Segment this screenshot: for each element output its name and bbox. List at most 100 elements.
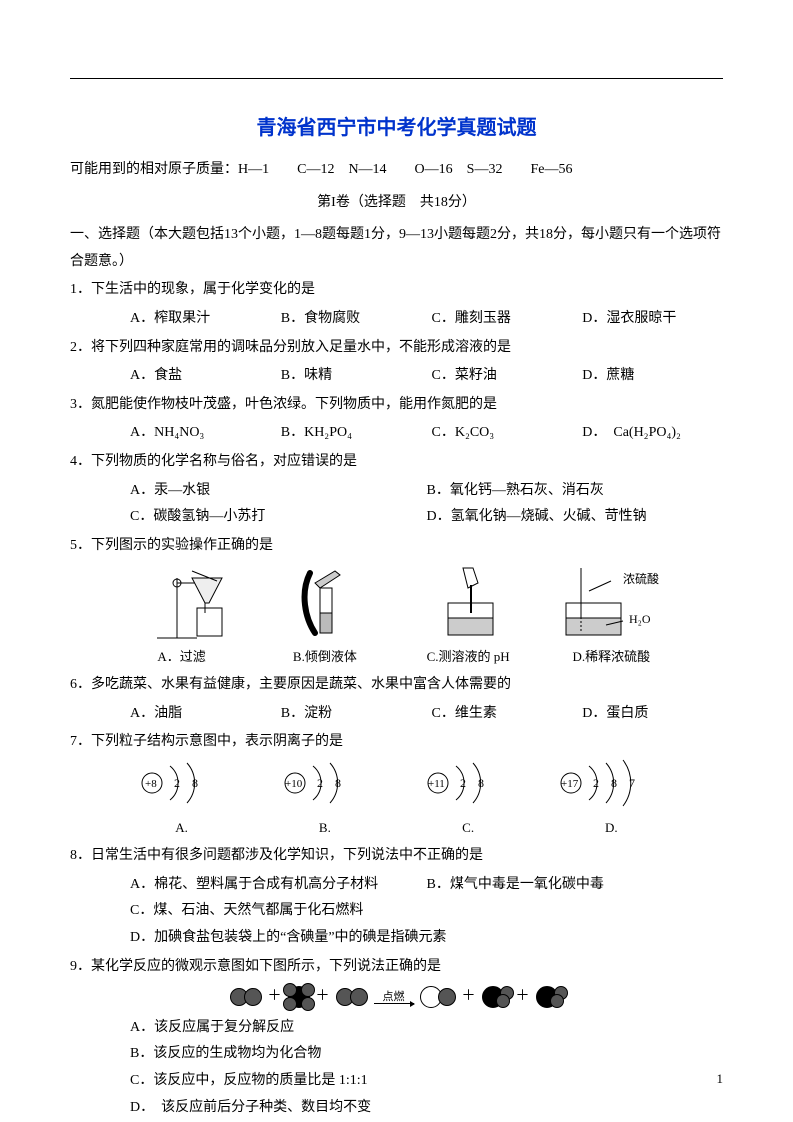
- q8-options-row1: A．棉花、塑料属于合成有机高分子材料 B．煤气中毒是一氧化碳中毒: [130, 872, 723, 899]
- q3-opt-b: B．KH₂PO₄: [281, 420, 422, 447]
- q8-stem: 8．日常生活中有很多问题都涉及化学知识，下列说法中不正确的是: [70, 843, 723, 870]
- q3-opt-c: C．K₂CO₃: [432, 420, 573, 447]
- filter-icon: [137, 563, 227, 643]
- svg-text:8: 8: [611, 776, 617, 790]
- molecule-icon: [230, 988, 262, 1006]
- molecule-icon: [420, 986, 456, 1008]
- svg-text:8: 8: [192, 776, 198, 790]
- acid-label-icon: 浓硫酸: [623, 571, 659, 586]
- q2-stem: 2．将下列四种家庭常用的调味品分别放入足量水中，不能形成溶液的是: [70, 335, 723, 362]
- molecule-icon: [288, 986, 310, 1008]
- q6-opt-b: B．淀粉: [281, 701, 422, 728]
- q2-opt-a: A．食盐: [130, 363, 271, 390]
- svg-text:+10: +10: [285, 778, 303, 790]
- svg-text:8: 8: [478, 776, 484, 790]
- page-number: 1: [717, 1067, 724, 1092]
- q5-fig-b: B.倾倒液体: [253, 563, 396, 670]
- q7-atom-c: +11 2 8 C.: [397, 758, 540, 841]
- q4-stem: 4．下列物质的化学名称与俗名，对应错误的是: [70, 449, 723, 476]
- q8-opt-d: D．加碘食盐包装袋上的“含碘量”中的碘是指碘元素: [130, 925, 723, 952]
- q1-opt-c: C．雕刻玉器: [432, 306, 573, 333]
- q9-opt-a: A．该反应属于复分解反应: [130, 1015, 723, 1042]
- q8-opt-a: A．棉花、塑料属于合成有机高分子材料: [130, 872, 427, 899]
- svg-text:2: 2: [460, 776, 466, 790]
- q5-fig-a: A．过滤: [110, 563, 253, 670]
- dilute-acid-icon: 浓硫酸 H₂O: [551, 563, 671, 643]
- q9-opt-c: C．该反应中，反应物的质量比是 1:1:1: [130, 1068, 723, 1095]
- svg-text:+11: +11: [428, 778, 445, 790]
- reaction-arrow-icon: 点燃: [374, 991, 414, 1004]
- q7-atom-d: +17 2 8 7 D.: [540, 758, 683, 841]
- svg-text:+17: +17: [561, 778, 579, 790]
- top-rule: [70, 78, 723, 79]
- molecule-icon: [336, 988, 368, 1006]
- plus-icon: ＋: [462, 984, 476, 1011]
- q5-label-a: A．过滤: [110, 645, 253, 670]
- q3-options: A．NH₄NO₃ B．KH₂PO₄ C．K₂CO₃ D． Ca(H₂PO₄)₂: [130, 420, 723, 447]
- plus-icon: ＋: [268, 984, 282, 1011]
- q4-opt-c: C．碳酸氢钠—小苏打: [130, 504, 427, 531]
- q8-opt-c: C．煤、石油、天然气都属于化石燃料: [130, 898, 723, 925]
- atom-diagram-icon: +10 2 8: [275, 758, 375, 808]
- q5-figures: A．过滤 B.倾倒液体 C.测溶液的 pH: [110, 563, 683, 670]
- q4-opt-b: B．氧化钙—熟石灰、消石灰: [427, 478, 724, 505]
- q9-opt-b: B．该反应的生成物均为化合物: [130, 1041, 723, 1068]
- q7-label-c: C.: [397, 816, 540, 841]
- q2-opt-c: C．菜籽油: [432, 363, 573, 390]
- water-label-icon: H₂O: [629, 612, 651, 626]
- q1-stem: 1．下生活中的现象，属于化学变化的是: [70, 277, 723, 304]
- q9-reaction: ＋ ＋ 点燃 ＋ ＋: [70, 984, 723, 1011]
- q3-stem: 3．氮肥能使作物枝叶茂盛，叶色浓绿。下列物质中，能用作氮肥的是: [70, 392, 723, 419]
- plus-icon: ＋: [316, 984, 330, 1011]
- atom-diagram-icon: +11 2 8: [418, 758, 518, 808]
- q7-stem: 7．下列粒子结构示意图中，表示阴离子的是: [70, 729, 723, 756]
- svg-text:7: 7: [629, 776, 635, 790]
- q2-opt-b: B．味精: [281, 363, 422, 390]
- q6-opt-a: A．油脂: [130, 701, 271, 728]
- q7-atom-b: +10 2 8 B.: [253, 758, 396, 841]
- q6-opt-c: C．维生素: [432, 701, 573, 728]
- q1-opt-d: D．湿衣服晾干: [582, 306, 723, 333]
- q5-label-d: D.稀释浓硫酸: [540, 645, 683, 670]
- atom-diagram-icon: +8 2 8: [132, 758, 232, 808]
- svg-text:8: 8: [335, 776, 341, 790]
- molecule-icon: [482, 986, 510, 1008]
- q5-fig-c: C.测溶液的 pH: [397, 563, 540, 670]
- q6-options: A．油脂 B．淀粉 C．维生素 D．蛋白质: [130, 701, 723, 728]
- q1-opt-a: A．榨取果汁: [130, 306, 271, 333]
- pour-liquid-icon: [280, 563, 370, 643]
- ph-test-icon: [423, 563, 513, 643]
- q7-label-b: B.: [253, 816, 396, 841]
- section-header: 第I卷（选择题 共18分）: [70, 190, 723, 217]
- q4-options: A．汞—水银 B．氧化钙—熟石灰、消石灰 C．碳酸氢钠—小苏打 D．氢氧化钠—烧…: [130, 478, 723, 531]
- q5-fig-d: 浓硫酸 H₂O D.稀释浓硫酸: [540, 563, 683, 670]
- q7-label-d: D.: [540, 816, 683, 841]
- q5-label-c: C.测溶液的 pH: [397, 645, 540, 670]
- q3-opt-d: D． Ca(H₂PO₄)₂: [582, 420, 723, 447]
- q9-stem: 9．某化学反应的微观示意图如下图所示，下列说法正确的是: [70, 954, 723, 981]
- molecule-icon: [536, 986, 564, 1008]
- q3-opt-a: A．NH₄NO₃: [130, 420, 271, 447]
- q4-opt-d: D．氢氧化钠—烧碱、火碱、苛性钠: [427, 504, 724, 531]
- plus-icon: ＋: [516, 984, 530, 1011]
- atom-diagram-icon: +17 2 8 7: [551, 758, 671, 808]
- q6-opt-d: D．蛋白质: [582, 701, 723, 728]
- q7-label-a: A.: [110, 816, 253, 841]
- q1-options: A．榨取果汁 B．食物腐败 C．雕刻玉器 D．湿衣服晾干: [130, 306, 723, 333]
- arrow-label: 点燃: [383, 991, 405, 1003]
- q8-opt-b: B．煤气中毒是一氧化碳中毒: [427, 872, 724, 899]
- svg-text:2: 2: [317, 776, 323, 790]
- svg-text:+8: +8: [145, 778, 157, 790]
- svg-text:2: 2: [174, 776, 180, 790]
- q5-stem: 5．下列图示的实验操作正确的是: [70, 533, 723, 560]
- q5-label-b: B.倾倒液体: [253, 645, 396, 670]
- page-title: 青海省西宁市中考化学真题试题: [70, 109, 723, 147]
- q6-stem: 6．多吃蔬菜、水果有益健康，主要原因是蔬菜、水果中富含人体需要的: [70, 672, 723, 699]
- q9-opt-d: D． 该反应前后分子种类、数目均不变: [130, 1095, 723, 1122]
- q4-opt-a: A．汞—水银: [130, 478, 427, 505]
- q7-atoms: +8 2 8 A. +10 2 8 B. +11: [110, 758, 683, 841]
- q7-atom-a: +8 2 8 A.: [110, 758, 253, 841]
- svg-text:2: 2: [593, 776, 599, 790]
- q2-options: A．食盐 B．味精 C．菜籽油 D．蔗糖: [130, 363, 723, 390]
- q1-opt-b: B．食物腐败: [281, 306, 422, 333]
